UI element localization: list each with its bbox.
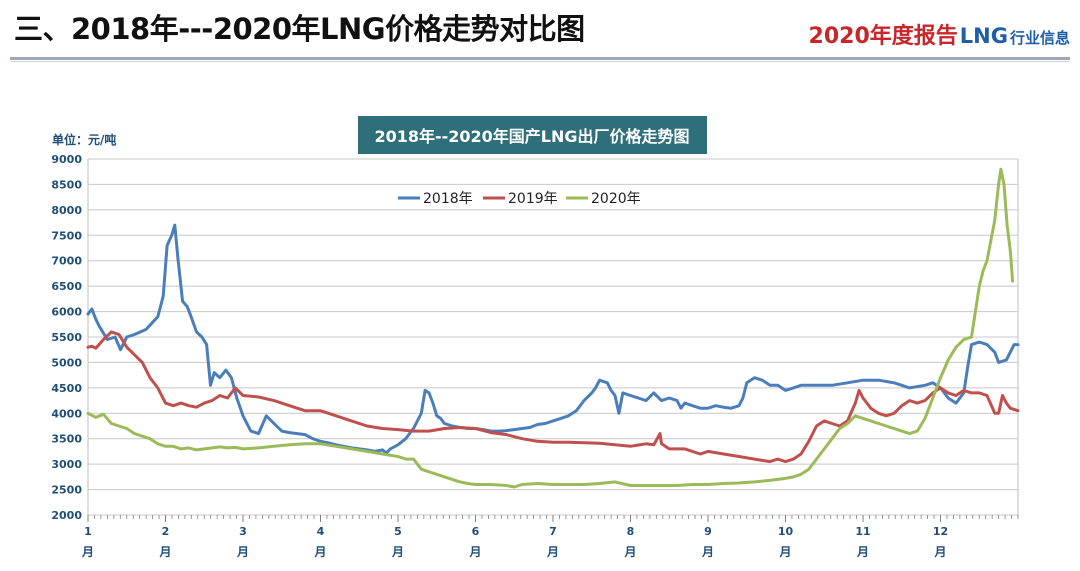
- legend-label: 2019年: [508, 191, 558, 207]
- x-tick-unit: 月: [701, 545, 714, 559]
- x-tick-label: 10: [778, 525, 794, 538]
- x-tick-label: 4: [317, 525, 325, 538]
- series-line-2019年: [86, 330, 1020, 464]
- y-tick-label: 7000: [51, 255, 82, 268]
- x-tick-label: 1: [84, 525, 92, 538]
- chart-title-box: 2018年--2020年国产LNG出厂价格走势图: [358, 116, 707, 154]
- y-tick-label: 5000: [51, 356, 82, 369]
- y-tick-label: 5500: [51, 331, 82, 344]
- x-tick-unit: 月: [778, 545, 791, 559]
- x-tick-unit: 月: [623, 545, 636, 559]
- x-tick-label: 12: [933, 525, 948, 538]
- chart-title: 2018年--2020年国产LNG出厂价格走势图: [374, 127, 689, 146]
- x-tick-label: 5: [394, 525, 402, 538]
- x-tick-unit: 月: [468, 545, 481, 559]
- x-tick-unit: 月: [856, 545, 869, 559]
- y-tick-label: 9000: [51, 153, 82, 166]
- x-tick-unit: 月: [933, 545, 946, 559]
- y-tick-label: 3500: [51, 433, 82, 446]
- y-tick-label: 2000: [51, 509, 82, 522]
- x-tick-unit: 月: [391, 545, 404, 559]
- y-tick-label: 7500: [51, 229, 82, 242]
- series-line-2018年: [86, 223, 1020, 455]
- x-tick-unit: 月: [313, 545, 326, 559]
- y-tick-label: 4000: [51, 407, 82, 420]
- y-tick-label: 3000: [51, 458, 82, 471]
- x-tick-label: 11: [855, 525, 870, 538]
- brand-report-year: 2020年度报告: [808, 24, 958, 49]
- y-tick-label: 8000: [51, 204, 82, 217]
- y-axis-unit-label: 单位：元/吨: [52, 132, 116, 147]
- x-tick-unit: 月: [546, 545, 559, 559]
- legend-label: 2020年: [591, 191, 641, 207]
- y-tick-label: 2500: [51, 484, 82, 497]
- legend-label: 2018年: [423, 191, 473, 207]
- x-tick-label: 6: [472, 525, 480, 538]
- y-tick-label: 6000: [51, 306, 82, 319]
- y-tick-label: 8500: [51, 178, 82, 191]
- x-tick-label: 2: [162, 525, 170, 538]
- x-tick-label: 3: [239, 525, 247, 538]
- slide-title: 三、2018年---2020年LNG价格走势对比图: [14, 12, 585, 46]
- y-tick-label: 4500: [51, 382, 82, 395]
- x-tick-unit: 月: [158, 545, 171, 559]
- brand-logo: 2020年度报告LNG 行业信息: [809, 18, 1070, 50]
- brand-info: 行业信息: [1009, 29, 1070, 47]
- brand-lng: LNG: [959, 24, 1008, 48]
- x-tick-label: 8: [627, 525, 635, 538]
- x-tick-unit: 月: [236, 545, 249, 559]
- y-tick-label: 6500: [51, 280, 82, 293]
- x-tick-label: 7: [549, 525, 557, 538]
- header-divider: [10, 57, 1070, 60]
- header-divider-light: [10, 61, 1070, 62]
- x-tick-unit: 月: [81, 545, 94, 559]
- x-tick-label: 9: [704, 525, 712, 538]
- series-line-2020年: [86, 167, 1015, 489]
